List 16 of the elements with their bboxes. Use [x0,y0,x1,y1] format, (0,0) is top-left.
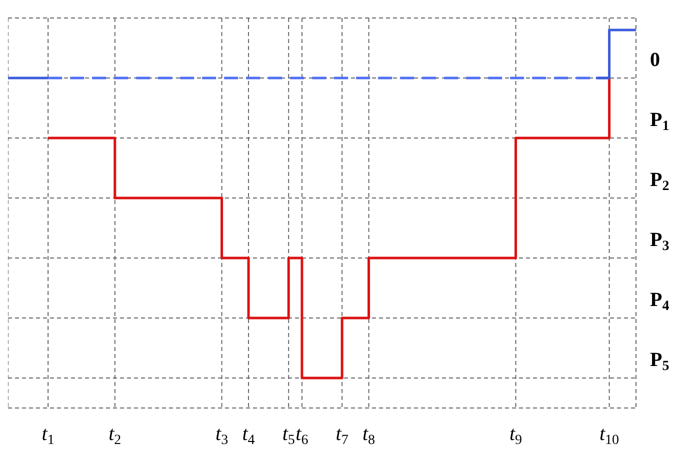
x-tick-label: t$_{6}$ [296,423,308,448]
x-tick-label: t$_{4}$ [242,423,255,448]
y-tick-label: P$_{4}$ [650,289,670,314]
x-tick-label: t$_{5}$ [282,423,295,448]
x-tick-label: t$_{9}$ [509,423,522,448]
x-tick-label: t$_{10}$ [599,423,620,448]
x-tick-label: t$_{1}$ [42,423,54,448]
x-tick-label: t$_{8}$ [362,423,376,448]
y-tick-label: P$_{5}$ [650,349,670,374]
y-tick-label: 0 [650,49,660,71]
x-tick-label: t$_{2}$ [108,423,122,448]
y-tick-label: P$_{3}$ [650,229,670,254]
y-tick-label: P$_{2}$ [650,169,670,194]
x-tick-label: t$_{3}$ [216,423,228,448]
x-tick-label: t$_{7}$ [336,423,348,448]
y-tick-label: P$_{1}$ [650,109,670,134]
